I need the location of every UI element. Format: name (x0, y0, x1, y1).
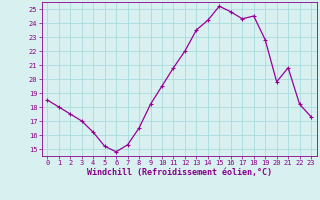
X-axis label: Windchill (Refroidissement éolien,°C): Windchill (Refroidissement éolien,°C) (87, 168, 272, 177)
